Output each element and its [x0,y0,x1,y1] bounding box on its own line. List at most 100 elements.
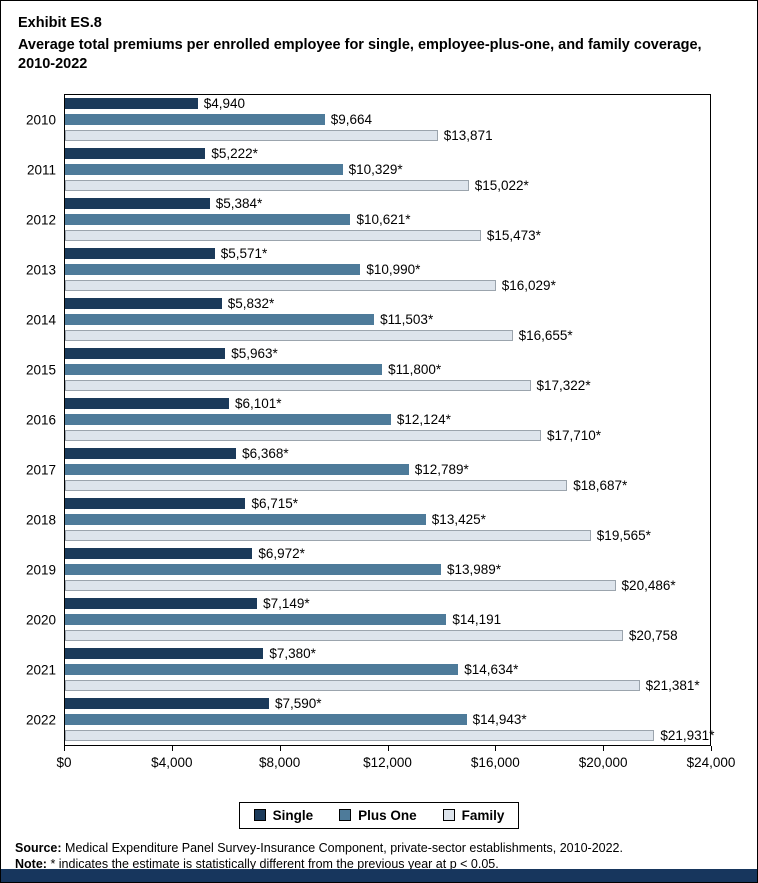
bar-plus-one [65,664,459,676]
bar-value-label: $11,800* [388,362,442,378]
x-axis-tick [64,745,65,751]
bar-row: $15,473* [65,228,710,244]
bar-row: $12,124* [65,413,710,426]
bar-value-label: $13,425* [431,512,486,528]
bar-row: $10,329* [65,162,710,178]
legend: Single Plus One Family [238,801,520,829]
bar-single [65,598,258,610]
year-group-2022: 2022 $7,590* $14,943* $21,931* [26,695,715,745]
bar-value-label: $5,384* [215,196,263,212]
bar-family [65,680,640,692]
bar-single [65,298,222,310]
y-axis-label: 2012 [25,212,56,228]
bar-value-label: $5,571* [220,246,268,262]
bar-row: $12,789* [65,462,710,478]
year-group-2010: 2010 $4,940 $9,664 $13,871 [26,95,710,145]
bar-row: $13,871 [65,129,710,142]
bar-chart: 2010 $4,940 $9,664 $13,871 2011 $5,222* $10,32… [26,93,735,780]
bar-single [65,398,229,410]
bar-value-label: $14,191 [452,612,502,628]
note-label: Note: [15,857,47,872]
bar-row: $16,029* [65,279,710,292]
bar-value-label: $10,990* [366,262,421,278]
bar-row: $11,800* [65,362,710,378]
bar-value-label: $10,329* [348,162,403,178]
y-axis-label: 2019 [25,562,56,578]
bar-plus-one [65,414,391,426]
bar-row: $7,149* [65,596,710,612]
y-axis-label: 2010 [25,112,56,128]
bar-row: $13,989* [65,563,710,576]
bar-family [65,180,469,192]
bar-value-label: $17,322* [536,378,591,394]
x-axis-tick-label: $16,000 [470,754,520,770]
legend-swatch-family [442,809,455,822]
bar-row: $14,634* [65,663,710,676]
bar-row: $6,715* [65,496,710,512]
source-note: Source: Medical Expenditure Panel Survey… [15,840,743,857]
bar-single [65,498,246,510]
bar-value-label: $4,940 [203,96,246,112]
bar-value-label: $7,149* [263,596,310,612]
bar-value-label: $6,101* [234,396,282,412]
bar-value-label: $12,789* [414,462,469,478]
bar-row: $9,664 [65,113,710,126]
chart-header: Exhibit ES.8 Average total premiums per … [1,1,757,74]
year-group-2012: 2012 $5,384* $10,621* $15,473* [26,195,710,245]
bar-row: $14,191 [65,612,710,628]
year-group-2014: 2014 $5,832* $11,503* $16,655* [26,295,710,345]
bar-family [65,430,541,442]
bar-value-label: $11,503* [380,312,434,328]
x-axis: $0 $4,000 $8,000 $12,000 $16,000 $20,000 $24,0… [56,745,735,780]
bar-family [65,130,438,142]
bar-value-label: $6,715* [251,496,298,512]
bar-row: $4,940 [65,96,710,112]
year-group-2021: 2021 $7,380* $14,634* $21,381* [26,645,710,695]
bar-row: $16,655* [65,328,710,344]
bar-row: $21,931* [65,729,714,742]
source-text: Medical Expenditure Panel Survey-Insuran… [65,840,623,855]
bar-value-label: $16,655* [518,328,573,344]
y-axis-label: 2021 [25,662,56,678]
bar-value-label: $18,687* [573,478,628,494]
y-axis-label: 2016 [25,412,56,428]
bar-row: $10,990* [65,262,710,278]
bar-row: $17,710* [65,429,710,442]
bar-value-label: $5,832* [227,296,275,312]
bottom-band [1,869,757,882]
bar-row: $6,368* [65,447,710,460]
bar-single [65,448,237,460]
bar-plus-one [65,464,409,476]
bar-row: $5,963* [65,347,710,360]
bar-value-label: $14,943* [472,712,527,728]
bar-row: $20,758 [65,629,710,642]
legend-swatch-plus-one [339,809,352,822]
bar-plus-one [65,564,441,576]
bar-row: $6,972* [65,547,710,560]
bar-value-label: $19,565* [596,528,651,544]
x-axis-tick-label: $24,000 [686,754,736,770]
bar-single [65,98,198,110]
bar-value-label: $15,473* [486,228,541,244]
x-axis-tick-label: $8,000 [259,754,301,770]
bar-single [65,148,206,160]
bar-plus-one [65,614,447,626]
bar-row: $18,687* [65,478,710,494]
bar-row: $5,571* [65,246,710,262]
bar-row: $5,222* [65,147,710,160]
x-axis-tick-label: $20,000 [578,754,628,770]
legend-label: Family [461,807,505,823]
y-axis-label: 2011 [26,162,56,178]
bar-family [65,280,496,292]
year-group-2015: 2015 $5,963* $11,800* $17,322* [26,345,710,395]
year-group-2017: 2017 $6,368* $12,789* $18,687* [26,445,710,495]
x-axis-tick-label: $12,000 [363,754,412,770]
x-axis-tick [387,745,389,751]
bar-value-label: $15,022* [474,178,529,194]
year-group-2018: 2018 $6,715* $13,425* $19,565* [26,495,710,545]
bar-row: $5,384* [65,196,710,212]
plot-area: 2010 $4,940 $9,664 $13,871 2011 $5,222* $10,32… [26,93,715,746]
footnotes: Source: Medical Expenditure Panel Survey… [1,829,757,874]
y-axis-label: 2018 [25,512,56,528]
bar-family [65,380,531,392]
